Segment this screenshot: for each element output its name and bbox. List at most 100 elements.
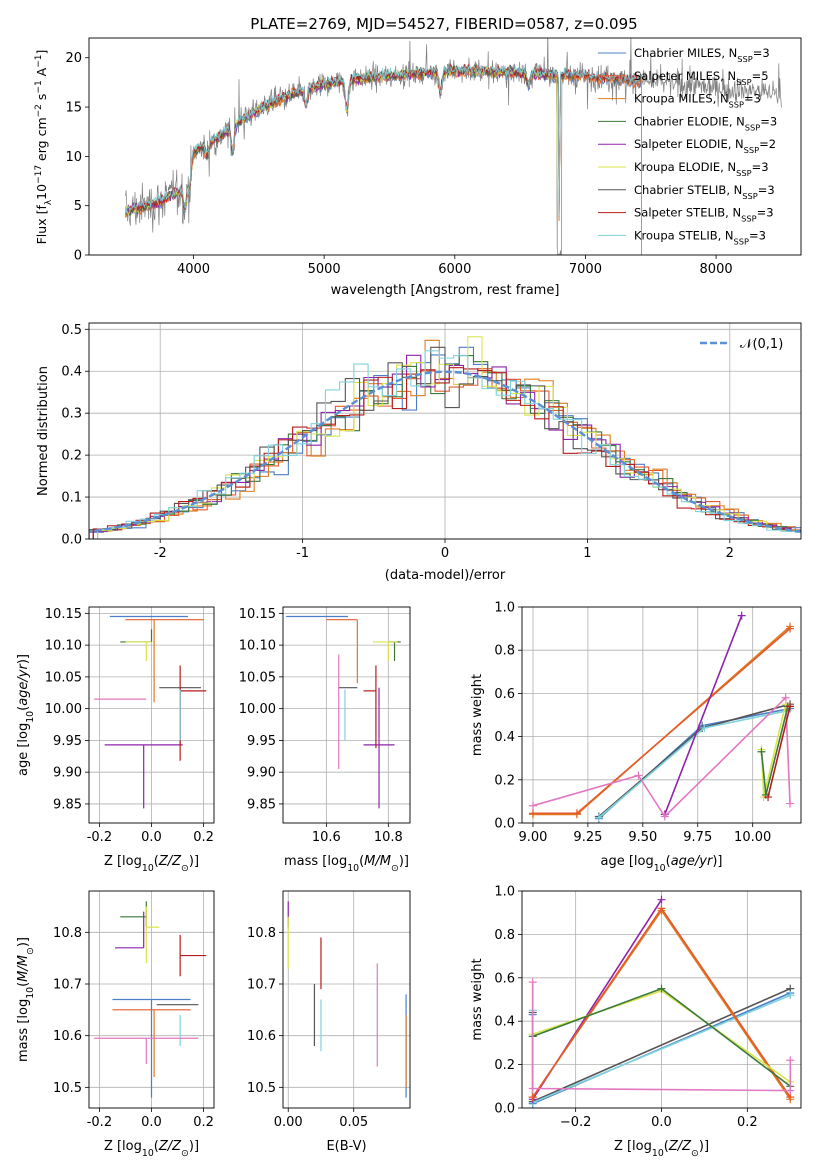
x-tick-label: 10.8 [374,830,403,845]
x-tick-label: 0.2 [193,830,214,845]
legend-entry: 𝒩(0,1) [740,337,783,352]
legend-entry: Salpeter MILES, NSSP=5 [634,69,769,87]
x-axis-label: (data-model)/error [385,568,506,583]
legend-entry: Kroupa ELODIE, NSSP=3 [634,160,769,178]
y-tick-label: 10.10 [45,639,82,654]
axes-frame [521,890,802,1109]
mass-weight-line [767,706,791,798]
legend-entry: Chabrier STELIB, NSSP=3 [634,183,775,201]
x-axis-label: E(B-V) [326,1139,366,1154]
plot-area [528,895,795,1108]
data-point-marker [528,809,537,818]
axes-frame [282,606,411,824]
x-tick-label: 0.2 [737,1115,758,1130]
x-tick-label: 7000 [569,262,602,277]
x-tick-label: 4000 [177,262,210,277]
y-axis-label: mass [log10(M/M⊙)] [16,937,36,1062]
x-tick-label: 8000 [700,262,733,277]
spectrum-panel: 4000 5000 6000 7000 8000 0 5 10 15 20 Chabrier MIL… [34,37,802,298]
y-tick-label: 10.6 [53,1029,82,1044]
legend-entry: Kroupa STELIB, NSSP=3 [634,228,766,246]
y-tick-label: 10.7 [53,978,82,993]
x-axis-label: Z [log10(Z/Z⊙)] [614,1139,709,1159]
y-tick-label: 0.4 [494,1015,515,1030]
legend-entry: Salpeter ELODIE, NSSP=2 [634,137,776,155]
data-point-marker [528,978,537,987]
x-tick-label: 5000 [308,262,341,277]
mass-weight-vs-metallicity-panel: −0.2 0.0 0.2 0.0 0.2 0.4 0.6 0.8 1.0 mass weight Z… [470,885,802,1159]
data-point-marker [528,1093,537,1102]
histogram-step [96,350,801,539]
x-tick-label: 9.50 [628,830,657,845]
y-tick-label: 0.0 [494,817,515,832]
axes-frame [88,322,802,540]
legend-entry: Salpeter STELIB, NSSP=3 [634,206,774,224]
mass-weight-line [531,982,792,1092]
axes-frame [521,606,802,824]
y-tick-label: 10 [65,150,82,165]
plot-area [89,336,801,539]
y-tick-label: 15 [65,101,82,116]
mass-weight-line [598,707,791,820]
age-vs-metallicity-panel: -0.2 0.0 0.2 9.85 9.90 9.95 10.00 10.05 10.10 10.… [16,606,215,874]
y-tick-label: 9.85 [247,797,276,812]
model-spectrum-line [125,66,642,255]
model-spectrum-line [125,65,642,255]
y-tick-label: 10.10 [239,639,276,654]
y-tick-label: 0.4 [61,365,82,380]
y-tick-label: 0.8 [494,644,515,659]
data-point-marker [786,624,795,633]
histogram-step [92,368,801,539]
y-tick-label: 0.1 [61,491,82,506]
y-tick-label: 20 [65,51,82,66]
y-tick-label: 0.2 [494,1058,515,1073]
data-point-marker [786,991,795,1000]
model-spectrum-line [125,65,558,255]
y-axis-label: age [log10(age/yr)] [16,654,36,776]
y-axis-label: Flux [fλ10−17 erg cm−2 s−1 A−1] [34,50,54,245]
y-tick-label: 0.6 [494,687,515,702]
data-point-marker [737,611,746,620]
legend-entry: Chabrier ELODIE, NSSP=3 [634,114,777,132]
y-tick-label: 9.90 [247,766,276,781]
y-tick-label: 10.15 [45,607,82,622]
x-tick-label: 9.75 [683,830,712,845]
y-tick-label: 0.8 [494,928,515,943]
x-tick-label: -0.2 [87,1115,112,1130]
y-tick-label: 0.0 [61,533,82,548]
y-tick-label: 0.6 [494,971,515,986]
axes-frame [282,890,411,1109]
y-axis-label: mass weight [470,674,485,756]
y-tick-label: 10.6 [247,1029,276,1044]
y-tick-label: 9.95 [53,734,82,749]
x-tick-label: 0.05 [339,1115,368,1130]
y-tick-label: 9.85 [53,797,82,812]
data-point-marker [786,799,795,808]
data-point-marker [660,812,669,821]
data-point-marker [786,1056,795,1065]
x-tick-label: 0.00 [274,1115,303,1130]
y-tick-label: 0.2 [61,449,82,464]
mass-weight-line [533,627,791,815]
y-tick-label: 10.5 [53,1081,82,1096]
y-tick-label: 0.3 [61,407,82,422]
y-tick-label: 9.95 [247,734,276,749]
x-tick-label: -0.2 [87,830,112,845]
x-axis-label: age [log10(age/yr)] [600,854,722,874]
x-tick-label: 9.00 [519,830,548,845]
y-tick-label: 9.90 [53,766,82,781]
y-tick-label: 0.2 [494,773,515,788]
y-tick-label: 5 [74,199,82,214]
model-spectrum-line [125,66,642,255]
y-tick-label: 1.0 [494,885,515,900]
y-tick-label: 0.4 [494,730,515,745]
histogram-step [92,367,801,539]
mass-vs-metallicity-panel: -0.2 0.0 0.2 10.5 10.6 10.7 10.8 Z [log10(Z/Z⊙)… [16,890,215,1159]
y-tick-label: 10.00 [45,702,82,717]
observed-spectrum-line [125,38,782,255]
x-axis-label: Z [log10(Z/Z⊙)] [104,1139,199,1159]
y-tick-label: 10.05 [45,670,82,685]
x-tick-label: 0.0 [141,1115,162,1130]
data-point-marker [700,723,709,732]
mass-weight-line [598,709,788,819]
